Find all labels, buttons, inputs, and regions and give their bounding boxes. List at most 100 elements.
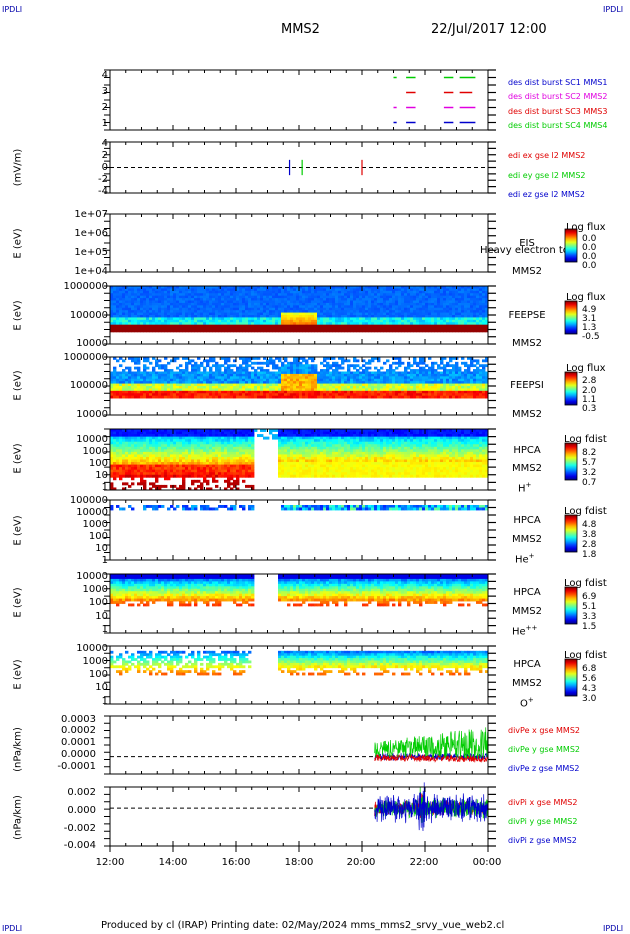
heatmap-cell — [125, 462, 129, 465]
heatmap-cell — [290, 288, 294, 292]
heatmap-cell — [236, 390, 240, 394]
heatmap-cell — [140, 290, 144, 294]
heatmap-cell — [200, 302, 204, 306]
heatmap-cell — [362, 378, 366, 382]
heatmap-cell — [437, 322, 441, 326]
heatmap-cell — [284, 300, 288, 304]
heatmap-cell — [152, 373, 156, 377]
heatmap-cell — [245, 386, 249, 389]
heatmap-cell — [254, 395, 258, 399]
heatmap-cell — [131, 315, 135, 318]
heatmap-cell — [392, 393, 396, 397]
heatmap-cell — [335, 381, 339, 384]
heatmap-cell — [302, 364, 306, 368]
heatmap-cell — [158, 359, 162, 363]
heatmap-cell — [179, 449, 183, 453]
heatmap-cell — [245, 319, 249, 323]
heatmap-cell — [467, 386, 471, 389]
heatmap-cell — [290, 322, 294, 326]
heatmap-cell — [131, 386, 135, 389]
heatmap-cell — [185, 464, 189, 468]
heatmap-cell — [191, 298, 195, 301]
heatmap-cell — [146, 376, 150, 380]
heatmap-cell — [401, 395, 405, 399]
heatmap-cell — [422, 293, 426, 297]
heatmap-cell — [314, 298, 318, 301]
heatmap-cell — [443, 388, 447, 392]
heatmap-cell — [353, 359, 357, 363]
heatmap-cell — [335, 366, 339, 370]
heatmap-cell — [179, 295, 183, 299]
heatmap-cell — [449, 290, 453, 294]
heatmap-cell — [350, 388, 354, 392]
heatmap-cell — [131, 327, 135, 330]
heatmap-cell — [383, 293, 387, 297]
heatmap-cell — [209, 295, 213, 299]
heatmap-cell — [125, 467, 129, 471]
heatmap-cell — [323, 371, 327, 375]
heatmap-cell — [239, 364, 243, 368]
heatmap-cell — [170, 459, 174, 463]
heatmap-cell — [122, 288, 126, 292]
heatmap-cell — [422, 383, 426, 387]
heatmap-cell — [212, 302, 216, 306]
heatmap-cell — [131, 451, 135, 455]
heatmap-cell — [233, 293, 237, 297]
heatmap-cell — [278, 357, 282, 360]
heatmap-cell — [281, 317, 285, 321]
heatmap-cell — [329, 293, 333, 297]
heatmap-feepsi — [110, 357, 489, 399]
heatmap-cell — [281, 310, 285, 313]
heatmap-cell — [434, 319, 438, 323]
heatmap-cell — [131, 288, 135, 292]
heatmap-cell — [359, 286, 363, 289]
colorbar-value: 5.1 — [582, 602, 597, 612]
heatmap-cell — [119, 329, 123, 333]
heatmap-cell — [455, 307, 459, 311]
instrument-spacecraft: MMS2 — [512, 463, 542, 474]
heatmap-cell — [317, 307, 321, 311]
heatmap-cell — [284, 378, 288, 382]
heatmap-cell — [179, 441, 183, 445]
heatmap-cell — [386, 310, 390, 313]
heatmap-cell — [146, 324, 150, 328]
heatmap-cell — [302, 376, 306, 380]
heatmap-cell — [443, 371, 447, 375]
heatmap-cell — [143, 434, 147, 438]
heatmap-cell — [485, 373, 489, 377]
heatmap-cell — [473, 324, 477, 328]
heatmap-cell — [248, 390, 252, 394]
heatmap-cell — [119, 474, 123, 478]
heatmap-cell — [419, 366, 423, 370]
heatmap-cell — [122, 487, 126, 491]
heatmap-cell — [482, 366, 486, 370]
heatmap-cell — [428, 295, 432, 299]
heatmap-cell — [113, 393, 117, 397]
heatmap-cell — [194, 459, 198, 463]
heatmap-cell — [230, 293, 234, 297]
heatmap-cell — [452, 295, 456, 299]
heatmap-cell — [143, 322, 147, 326]
heatmap-cell — [305, 302, 309, 306]
heatmap-cell — [110, 467, 114, 471]
heatmap-cell — [386, 327, 390, 330]
heatmap-cell — [164, 315, 168, 318]
heatmap-cell — [194, 462, 198, 465]
heatmap-cell — [137, 434, 141, 438]
heatmap-cell — [206, 302, 210, 306]
tick-label: 1e+06 — [74, 228, 108, 239]
heatmap-cell — [275, 324, 279, 328]
heatmap-cell — [419, 383, 423, 387]
heatmap-cell — [350, 373, 354, 377]
heatmap-cell — [173, 469, 177, 473]
heatmap-cell — [140, 376, 144, 380]
heatmap-cell — [251, 290, 255, 294]
heatmap-cell — [395, 310, 399, 313]
heatmap-cell — [182, 300, 186, 304]
heatmap-cell — [140, 459, 144, 463]
heatmap-cell — [320, 315, 324, 318]
heatmap-cell — [365, 327, 369, 330]
heatmap-cell — [188, 381, 192, 384]
heatmap-cell — [161, 366, 165, 370]
heatmap-cell — [191, 436, 195, 440]
